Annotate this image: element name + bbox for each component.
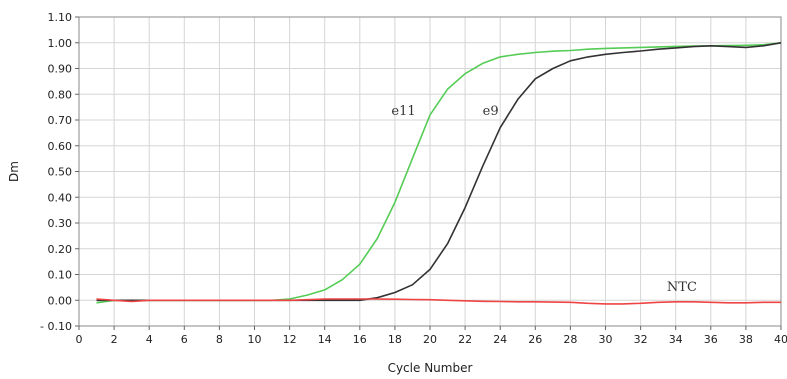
x-tick-label: 30: [599, 333, 613, 346]
series-layer: [96, 42, 782, 305]
y-tick-label: 0.50: [48, 166, 73, 179]
y-tick-label: 0.40: [48, 191, 73, 204]
annotations: e11 e9 NTC: [391, 104, 697, 295]
annotation-e9: e9: [483, 104, 499, 119]
x-tick-label: 24: [493, 333, 507, 346]
y-tick-label: 0.00: [48, 294, 73, 307]
y-tick-label: 0.10: [48, 269, 73, 282]
x-tick-label: 8: [216, 333, 223, 346]
x-tick-label: 4: [146, 333, 153, 346]
x-axis-label: Cycle Number: [388, 361, 473, 375]
x-tick-label: 34: [669, 333, 683, 346]
annotation-e11: e11: [391, 104, 415, 119]
y-axis-label: Dm: [7, 161, 21, 182]
series-line-ntc: [96, 298, 781, 305]
axes: 0 2 4 6 8 10 12 14 16 18 20 22 24 26 28 30 32 34 36 38 40- 0…: [40, 11, 787, 346]
y-tick-label: - 0.10: [40, 320, 72, 333]
x-tick-label: 20: [423, 333, 437, 346]
x-tick-label: 36: [704, 333, 718, 346]
y-tick-label: 0.80: [48, 88, 73, 101]
y-tick-label: 0.90: [48, 63, 73, 76]
x-tick-label: 22: [458, 333, 472, 346]
y-tick-label: 0.60: [48, 140, 73, 153]
x-tick-label: 40: [774, 333, 787, 346]
y-tick-label: 0.70: [48, 114, 73, 127]
annotation-ntc: NTC: [667, 280, 697, 295]
x-tick-label: 2: [111, 333, 118, 346]
x-tick-label: 12: [283, 333, 297, 346]
x-tick-label: 16: [353, 333, 367, 346]
series-line-e11: [96, 42, 782, 304]
x-tick-label: 14: [318, 333, 332, 346]
grid: [79, 17, 781, 326]
x-tick-label: 28: [563, 333, 577, 346]
x-tick-label: 38: [739, 333, 753, 346]
y-tick-label: 0.30: [48, 217, 73, 230]
x-tick-label: 6: [181, 333, 188, 346]
y-tick-label: 1.10: [48, 11, 73, 24]
x-tick-label: 26: [528, 333, 542, 346]
x-tick-label: 18: [388, 333, 402, 346]
x-tick-label: 32: [634, 333, 648, 346]
y-tick-label: 0.20: [48, 243, 73, 256]
x-tick-label: 10: [248, 333, 262, 346]
x-tick-label: 0: [76, 333, 83, 346]
y-tick-label: 1.00: [48, 37, 73, 50]
